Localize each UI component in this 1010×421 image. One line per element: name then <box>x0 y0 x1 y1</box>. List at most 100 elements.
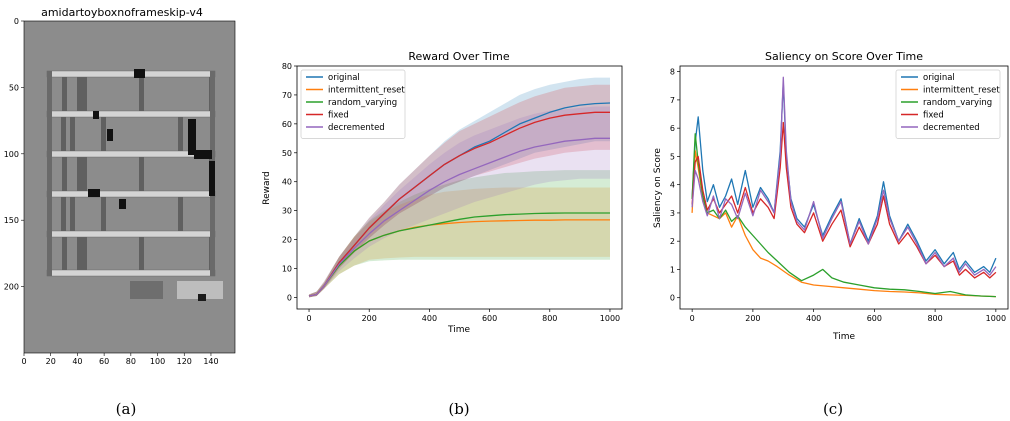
panel-a-y-tick-label: 0 <box>14 17 19 26</box>
maze-wall <box>62 237 67 270</box>
maze-wall <box>178 117 183 151</box>
maze-wall <box>62 157 67 191</box>
maze-sprite <box>119 199 126 209</box>
legend-label-decremented: decremented <box>923 123 980 133</box>
maze-wall <box>77 157 82 191</box>
legend-label-original: original <box>923 73 955 83</box>
reward-axis-ticks: 0 200 400 600 800 1000 0 10 20 30 40 50 60 70 80 <box>282 62 620 323</box>
line-random_varying <box>308 212 610 297</box>
line-decremented <box>308 137 610 297</box>
maze-wall <box>82 77 87 111</box>
panel-a-y-tick-label: 50 <box>9 83 19 92</box>
y-tick-label: 0 <box>670 294 675 303</box>
lives-box <box>177 281 223 299</box>
saliency-axis-ticks: 0 200 400 600 800 1000 0 1 2 3 4 5 6 7 8 <box>670 68 1006 323</box>
panel-a-title: amidartoyboxnoframeskip-v4 <box>41 6 203 19</box>
band-decremented <box>309 106 610 298</box>
maze-corridor <box>46 269 216 277</box>
x-tick-label: 800 <box>542 314 557 323</box>
y-tick-label: 2 <box>670 237 675 246</box>
x-tick-label: 200 <box>362 314 377 323</box>
reward-confidence-bands <box>309 77 610 298</box>
maze-corridor <box>46 230 216 238</box>
panel-a: amidartoyboxnoframeskip-v4 0 20 40 60 80 100 1… <box>4 6 236 418</box>
x-tick-label: 0 <box>306 314 311 323</box>
y-tick-label: 40 <box>282 178 292 187</box>
y-tick-label: 80 <box>282 62 292 71</box>
y-tick-label: 4 <box>670 181 675 190</box>
x-tick-label: 1000 <box>600 314 620 323</box>
y-tick-label: 7 <box>670 96 675 105</box>
caption-c: (c) <box>823 400 843 418</box>
reward-chart-title: Reward Over Time <box>408 50 510 63</box>
maze-sprite <box>194 150 212 159</box>
maze-corridor <box>46 190 216 198</box>
panel-a-y-axis: 0 50 100 150 200 <box>4 17 24 292</box>
y-tick-label: 60 <box>282 120 292 129</box>
legend-label-intermittent_reset: intermittent_reset <box>328 86 405 96</box>
maze-wall <box>62 77 67 111</box>
x-tick-label: 800 <box>927 314 942 323</box>
panel-a-y-tick-label: 200 <box>4 283 19 292</box>
legend-label-random_varying: random_varying <box>923 98 992 108</box>
saliency-legend: original intermittent_reset random_varying… <box>895 69 1000 139</box>
panel-a-x-tick-label: 20 <box>46 357 56 366</box>
legend-label-random_varying: random_varying <box>328 98 397 108</box>
panel-a-x-tick-label: 120 <box>177 357 192 366</box>
y-tick-label: 5 <box>670 152 675 161</box>
y-tick-label: 30 <box>282 207 292 216</box>
maze-sprite <box>93 111 99 119</box>
line-fixed <box>308 111 610 297</box>
x-tick-label: 600 <box>482 314 497 323</box>
panel-a-y-tick-label: 150 <box>4 216 19 225</box>
saliency-y-label: Saliency on Score <box>653 148 663 228</box>
saliency-chart: Saliency on Score Over Time 0 200 400 600 80… <box>653 50 1009 418</box>
y-tick-label: 1 <box>670 265 675 274</box>
legend-label-fixed: fixed <box>328 111 349 121</box>
maze-wall <box>139 77 144 111</box>
maze-wall <box>101 117 106 151</box>
legend-box <box>300 69 406 139</box>
reward-legend: original intermittent_reset random_varying… <box>300 69 406 139</box>
maze-wall <box>178 197 183 231</box>
panel-a-x-tick-label: 0 <box>21 357 26 366</box>
saliency-series-lines <box>691 76 997 298</box>
maze-wall <box>61 197 66 231</box>
y-tick-label: 20 <box>282 236 292 245</box>
x-tick-label: 200 <box>745 314 760 323</box>
y-tick-label: 50 <box>282 149 292 158</box>
line-fixed <box>691 121 997 279</box>
maze <box>46 69 216 277</box>
band-random_varying <box>309 170 610 298</box>
maze-wall <box>61 117 66 151</box>
y-tick-label: 8 <box>670 68 675 77</box>
maze-sprite <box>107 129 113 141</box>
y-tick-label: 6 <box>670 124 675 133</box>
maze-wall <box>139 157 144 191</box>
maze-wall <box>70 117 75 151</box>
life-marker <box>198 294 206 301</box>
caption-a: (a) <box>116 400 137 418</box>
legend-label-decremented: decremented <box>328 123 385 133</box>
maze-wall <box>82 237 87 270</box>
maze-wall <box>47 71 52 276</box>
line-intermittent_reset <box>691 150 996 298</box>
x-tick-label: 1000 <box>986 314 1006 323</box>
maze-sprite <box>88 189 100 197</box>
maze-sprite <box>209 161 215 196</box>
reward-chart: Reward Over Time 0 200 400 600 800 1000 0 10 20 3… <box>262 50 623 418</box>
saliency-chart-title: Saliency on Score Over Time <box>765 50 923 63</box>
maze-wall <box>77 237 82 270</box>
reward-series-lines <box>308 102 611 297</box>
panel-a-x-tick-label: 80 <box>126 357 136 366</box>
saliency-x-label: Time <box>832 332 855 342</box>
x-tick-label: 600 <box>867 314 882 323</box>
maze-wall <box>139 237 144 270</box>
band-original <box>309 77 610 298</box>
maze-sprite <box>134 69 145 78</box>
maze-corridor <box>46 110 216 118</box>
maze-corridor <box>46 70 216 78</box>
panel-a-x-tick-label: 100 <box>150 357 165 366</box>
y-tick-label: 70 <box>282 91 292 100</box>
maze-wall <box>101 197 106 231</box>
